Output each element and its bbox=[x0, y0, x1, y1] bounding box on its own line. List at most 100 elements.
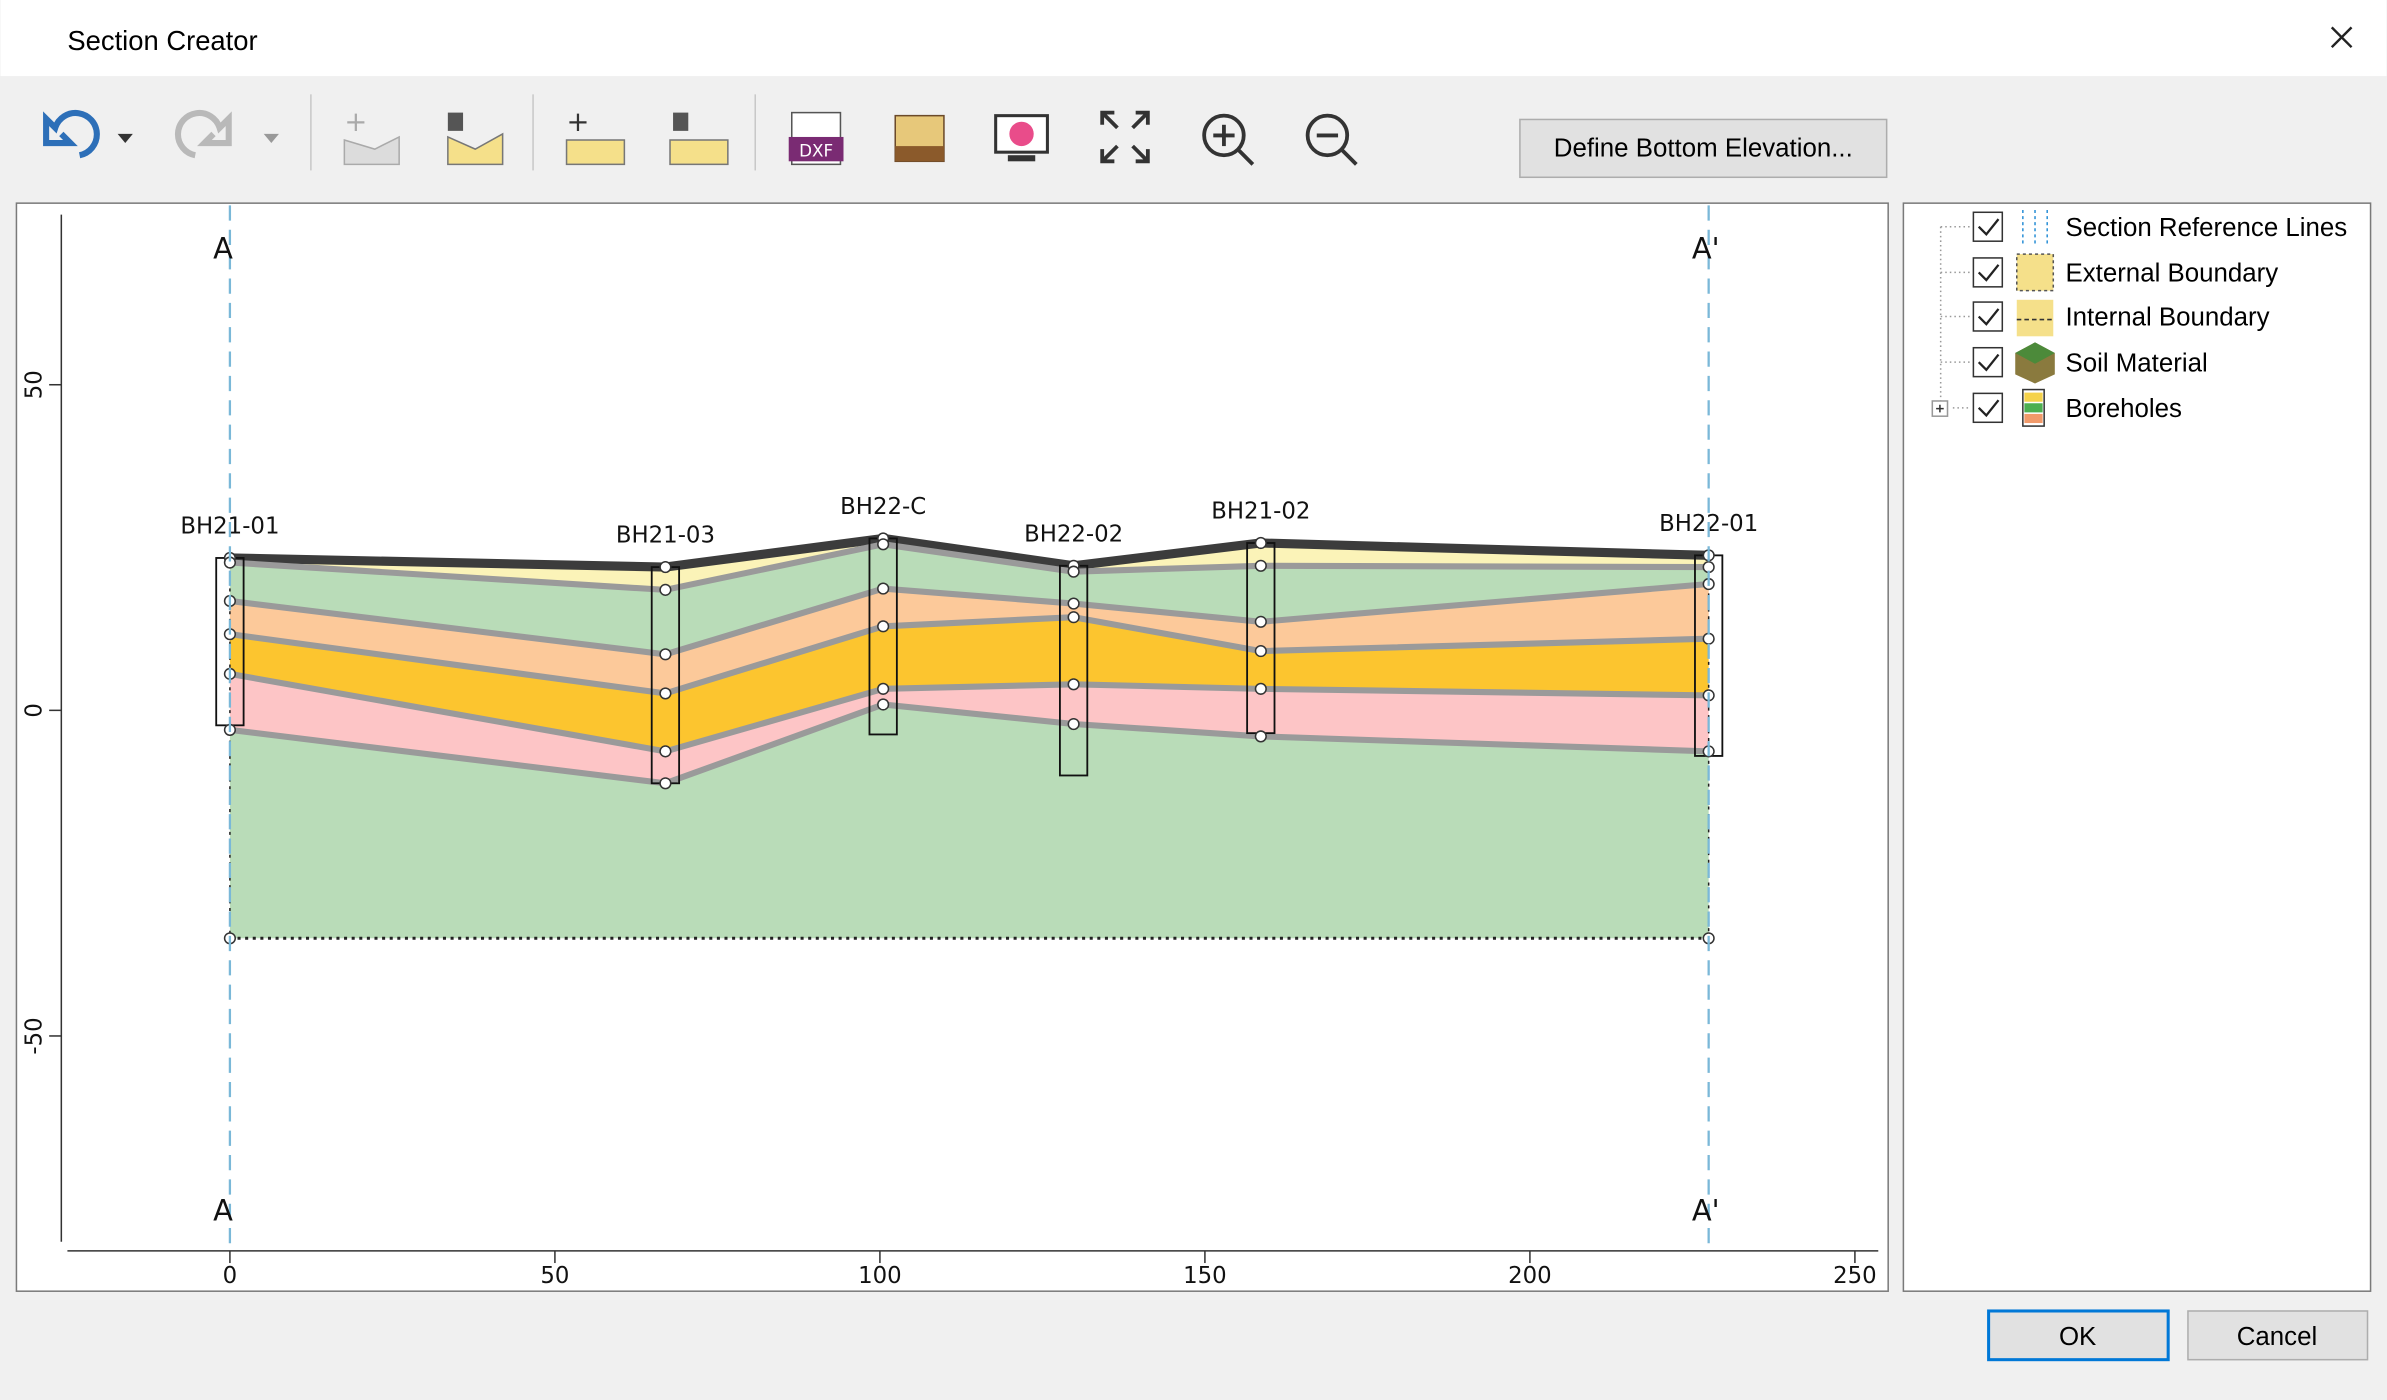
checkmark bbox=[1977, 264, 2000, 282]
borehole-label: BH22-C bbox=[840, 494, 926, 520]
zoom-out-button[interactable] bbox=[1305, 113, 1358, 166]
soil-layer bbox=[229, 704, 1709, 939]
svg-text:+: + bbox=[567, 107, 590, 138]
y-tick-label: -50 bbox=[22, 1017, 48, 1054]
ok-label: OK bbox=[2059, 1323, 2096, 1351]
tree-item[interactable]: External Boundary bbox=[1972, 257, 2278, 288]
toolbar: + + DXF Define Bottom Elevation... bbox=[43, 94, 1888, 179]
layer-boundary bbox=[229, 614, 1709, 697]
add-boundary-button[interactable]: + bbox=[343, 107, 400, 166]
tree-item[interactable]: Section Reference Lines bbox=[1972, 211, 2347, 242]
svg-text:+: + bbox=[344, 107, 367, 138]
vertex bbox=[1254, 559, 1267, 572]
checkbox bbox=[1972, 346, 2004, 378]
delete-internal-button[interactable] bbox=[669, 112, 729, 166]
vertex bbox=[877, 538, 890, 551]
expand-toggle[interactable] bbox=[1931, 400, 1949, 417]
x-tick-label: 100 bbox=[858, 1263, 902, 1289]
svg-text:DXF: DXF bbox=[799, 141, 833, 161]
vertex bbox=[1067, 597, 1080, 610]
display-button[interactable] bbox=[994, 114, 1049, 162]
borehole-label: BH21-02 bbox=[1211, 499, 1310, 525]
vertex bbox=[659, 560, 672, 574]
tree-item-label: Section Reference Lines bbox=[2065, 214, 2347, 242]
vertex bbox=[1254, 645, 1267, 658]
define-bottom-label: Define Bottom Elevation... bbox=[1554, 135, 1853, 163]
y-tick-label: 50 bbox=[22, 370, 48, 399]
icon bbox=[2016, 299, 2054, 337]
vertex bbox=[659, 687, 672, 700]
define-bottom-button[interactable]: Define Bottom Elevation... bbox=[1519, 118, 1888, 179]
vertex bbox=[877, 682, 890, 695]
add-internal-button[interactable]: + bbox=[565, 107, 626, 166]
delete-boundary-button[interactable] bbox=[447, 112, 504, 166]
window-title: Section Creator bbox=[67, 25, 257, 56]
section-label: A bbox=[213, 232, 233, 266]
x-tick-label: 200 bbox=[1508, 1263, 1552, 1289]
section-label: A' bbox=[1692, 1193, 1720, 1227]
vertex bbox=[1254, 730, 1267, 743]
y-tick-label: 0 bbox=[22, 703, 48, 718]
ground-surface bbox=[229, 533, 1709, 572]
vertex bbox=[1254, 536, 1267, 550]
section-label: A bbox=[213, 1193, 233, 1227]
vertex bbox=[877, 582, 890, 595]
soil-layer bbox=[229, 673, 1709, 784]
checkbox bbox=[1972, 211, 2004, 242]
layer-boundary bbox=[229, 701, 1709, 787]
checkbox bbox=[1972, 257, 2004, 288]
layer-boundary bbox=[229, 541, 1709, 593]
vertex bbox=[1067, 678, 1080, 691]
vertex bbox=[1254, 615, 1267, 628]
x-tick-label: 50 bbox=[540, 1263, 569, 1289]
ok-button[interactable]: OK bbox=[1987, 1309, 2170, 1362]
cancel-button[interactable]: Cancel bbox=[2187, 1310, 2369, 1361]
x-tick-label: 250 bbox=[1833, 1263, 1877, 1289]
tree-item[interactable]: Soil Material bbox=[1972, 346, 2208, 378]
title-bar bbox=[0, 0, 2387, 77]
cancel-label: Cancel bbox=[2237, 1323, 2318, 1351]
vertex bbox=[877, 620, 890, 633]
close-button[interactable] bbox=[2330, 26, 2353, 49]
tree-item[interactable]: Internal Boundary bbox=[1972, 301, 2270, 332]
vertex bbox=[659, 745, 672, 758]
soil-layer bbox=[229, 544, 1709, 655]
vertex bbox=[1254, 682, 1267, 695]
checkmark bbox=[1977, 218, 2000, 237]
zoom-in-button[interactable] bbox=[1202, 113, 1255, 166]
vertex bbox=[877, 698, 890, 711]
x-tick-label: 0 bbox=[223, 1263, 238, 1289]
vertex bbox=[659, 648, 672, 661]
layer-tree bbox=[1902, 202, 2372, 1292]
section-label: A' bbox=[1692, 232, 1720, 266]
checkmark bbox=[1977, 399, 2000, 418]
vertex bbox=[1067, 717, 1080, 731]
tree-item[interactable]: Boreholes bbox=[1972, 392, 2182, 424]
borehole-label: BH22-02 bbox=[1024, 521, 1123, 547]
borehole-label: BH21-03 bbox=[616, 523, 715, 549]
checkbox bbox=[1972, 392, 2004, 424]
vertex bbox=[659, 583, 672, 596]
checkbox bbox=[1972, 301, 2004, 332]
fit-button[interactable] bbox=[1100, 110, 1150, 164]
export-dxf-button[interactable]: DXF bbox=[788, 111, 844, 166]
undo-button[interactable] bbox=[43, 109, 133, 159]
redo-button[interactable] bbox=[174, 109, 279, 159]
layer-boundary bbox=[229, 580, 1709, 658]
soil-layer bbox=[229, 538, 1709, 590]
vertex bbox=[659, 777, 672, 790]
checkmark bbox=[1977, 308, 2000, 326]
layer-boundary bbox=[229, 670, 1709, 755]
soil-button[interactable] bbox=[894, 114, 945, 163]
icon bbox=[2016, 253, 2055, 292]
tree-item-label: Boreholes bbox=[2065, 395, 2181, 423]
vertex bbox=[1067, 565, 1080, 578]
tree-item-label: External Boundary bbox=[2065, 260, 2278, 288]
checkmark bbox=[1977, 353, 2000, 372]
x-tick-label: 150 bbox=[1183, 1263, 1227, 1289]
vertex bbox=[1702, 632, 1715, 645]
tree-items: Section Reference Lines External Boundary… bbox=[1931, 210, 2347, 427]
tree-item-label: Internal Boundary bbox=[2065, 304, 2269, 332]
icon bbox=[2022, 388, 2045, 427]
